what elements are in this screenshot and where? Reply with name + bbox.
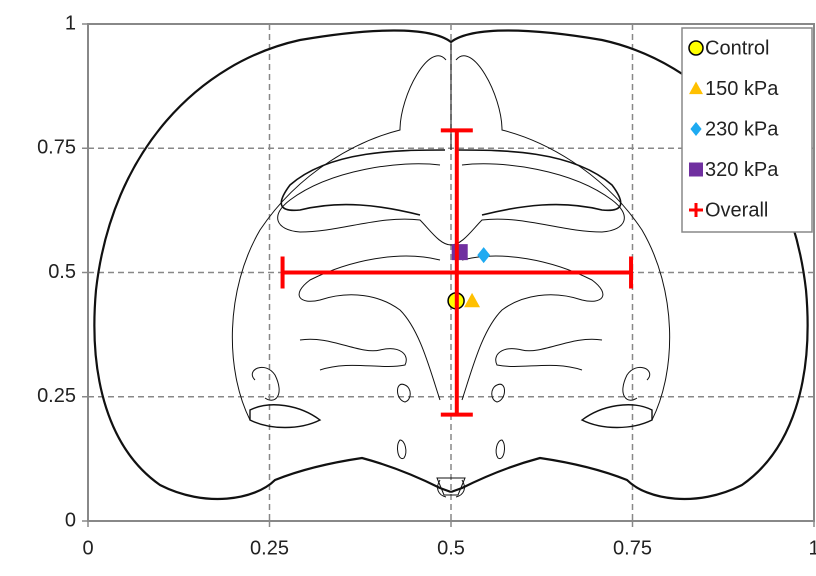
legend-box — [681, 27, 813, 233]
legend-marker — [690, 122, 702, 136]
legend-label: Overall — [705, 199, 768, 221]
x-tick-label: 0.75 — [613, 537, 652, 559]
marker — [451, 244, 468, 261]
y-tick-label: 0.25 — [37, 385, 76, 407]
y-tick-label: 1 — [65, 12, 76, 34]
legend-label: Control — [705, 37, 769, 59]
brain-outline — [93, 29, 809, 501]
x-tick-label: 0 — [82, 537, 93, 559]
x-tick-label: 1 — [808, 537, 816, 559]
legend-label: 150 kPa — [705, 78, 779, 100]
legend-marker — [688, 40, 704, 56]
legend-marker — [689, 162, 703, 177]
y-tick-label: 0.75 — [37, 137, 76, 159]
x-tick-label: 0.5 — [437, 537, 465, 559]
plot-border — [87, 23, 815, 522]
y-tick-label: 0.5 — [48, 261, 76, 283]
legend-label: 320 kPa — [705, 159, 779, 181]
marker — [464, 292, 481, 308]
marker — [477, 247, 491, 264]
x-tick-label: 0.25 — [250, 537, 289, 559]
error-bar-y — [440, 128, 473, 417]
legend-marker — [689, 203, 703, 217]
legend-marker — [689, 81, 703, 95]
y-tick-label: 0 — [65, 509, 76, 531]
legend-label: 230 kPa — [705, 118, 779, 140]
